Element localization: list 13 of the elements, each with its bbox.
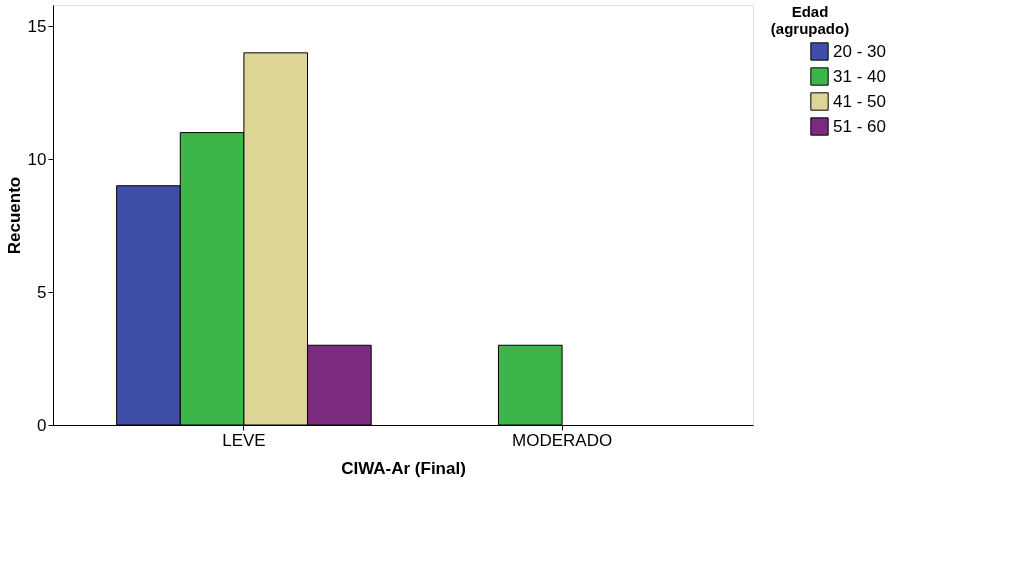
legend-label: 20 - 30 bbox=[833, 41, 886, 61]
y-tick-label: 5 bbox=[37, 282, 47, 302]
legend-label: 51 - 60 bbox=[833, 116, 886, 136]
x-tick-label: MODERADO bbox=[512, 430, 613, 450]
x-axis-title: CIWA-Ar (Final) bbox=[341, 458, 466, 478]
y-tick-label: 15 bbox=[27, 16, 47, 36]
y-tick-label: 0 bbox=[37, 415, 47, 435]
y-axis-title: Recuento bbox=[4, 176, 24, 255]
legend-label: 31 - 40 bbox=[833, 66, 886, 86]
legend-label: 41 - 50 bbox=[833, 91, 886, 111]
legend-title: Edad (agrupado) bbox=[770, 3, 850, 37]
y-tick-label: 10 bbox=[27, 149, 47, 169]
x-tick-label: LEVE bbox=[222, 430, 266, 450]
